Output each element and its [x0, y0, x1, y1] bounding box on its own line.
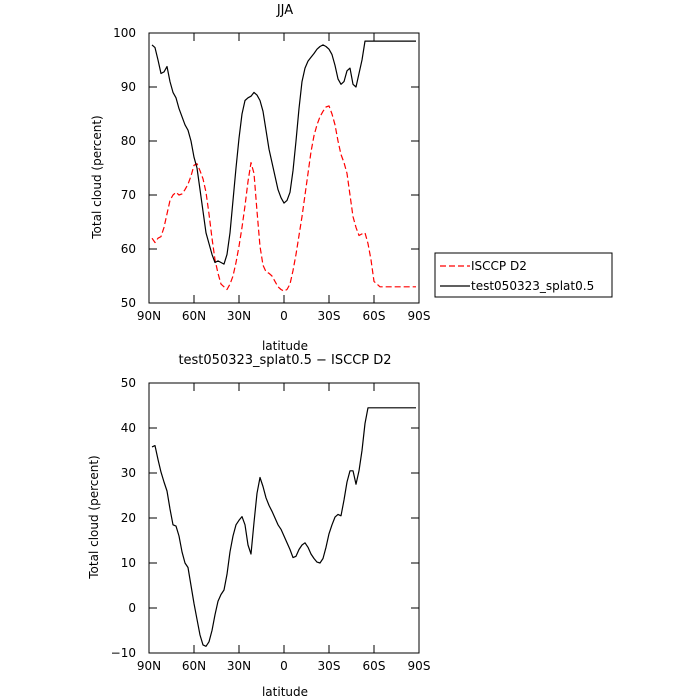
bottom-y-tick-label: 30	[121, 466, 136, 480]
top-y-tick-label: 100	[113, 26, 136, 40]
legend: ISCCP D2 test050323_splat0.5	[434, 252, 613, 298]
top-series-1-line	[151, 40, 416, 265]
bottom-x-tick-label: 90N	[137, 659, 161, 673]
bottom-y-tick-label: 40	[121, 421, 136, 435]
bottom-x-tick-label: 0	[280, 659, 288, 673]
top-y-tick-label: 90	[121, 80, 136, 94]
bottom-plot-frame	[148, 382, 420, 654]
top-series-0-line	[151, 105, 416, 292]
bottom-y-tick-label: 10	[121, 556, 136, 570]
top-y-tick-label: 60	[121, 242, 136, 256]
top-x-axis-label: latitude	[262, 339, 308, 353]
bottom-y-tick-label: 0	[128, 601, 136, 615]
top-panel: JJA 50 60 70 80 90 100 90N 60N 30N 0 30S 60S 90S lat…	[90, 3, 613, 353]
bottom-x-tick-label: 60S	[363, 659, 386, 673]
bottom-x-tick-label: 90S	[408, 659, 431, 673]
bottom-y-tick-label: −10	[111, 646, 136, 660]
bottom-panel: test050323_splat0.5 − ISCCP D2 −10 0 10 20 3…	[87, 353, 430, 699]
legend-label-isccp: ISCCP D2	[471, 259, 527, 273]
bottom-y-tick-label: 20	[121, 511, 136, 525]
bottom-y-tick-label: 50	[121, 376, 136, 390]
bottom-plot-area: −10 0 10 20 30 40 50 90N 60N 30N 0 30S 60S 90S	[111, 376, 431, 673]
bottom-chart-title: test050323_splat0.5 − ISCCP D2	[178, 353, 391, 368]
legend-label-test: test050323_splat0.5	[471, 279, 594, 293]
top-plot-frame	[148, 32, 420, 304]
legend-box	[434, 252, 613, 298]
top-x-tick-label: 0	[280, 309, 288, 323]
bottom-series-0-line	[151, 407, 416, 647]
top-y-tick-label: 70	[121, 188, 136, 202]
top-x-tick-label: 60N	[182, 309, 206, 323]
top-plot-area: 50 60 70 80 90 100 90N 60N 30N 0 30S 60S 90S	[113, 26, 430, 323]
top-chart-title: JJA	[276, 3, 293, 18]
top-x-tick-label: 30N	[227, 309, 251, 323]
bottom-x-axis-label: latitude	[262, 685, 308, 699]
top-y-axis-label: Total cloud (percent)	[90, 115, 104, 239]
top-x-tick-label: 60S	[363, 309, 386, 323]
bottom-x-tick-label: 30S	[318, 659, 341, 673]
bottom-y-axis-label: Total cloud (percent)	[87, 455, 101, 579]
bottom-x-tick-label: 60N	[182, 659, 206, 673]
top-y-tick-label: 80	[121, 134, 136, 148]
top-y-tick-label: 50	[121, 296, 136, 310]
top-x-tick-label: 90N	[137, 309, 161, 323]
bottom-x-tick-label: 30N	[227, 659, 251, 673]
top-x-tick-label: 30S	[318, 309, 341, 323]
top-x-tick-label: 90S	[408, 309, 431, 323]
